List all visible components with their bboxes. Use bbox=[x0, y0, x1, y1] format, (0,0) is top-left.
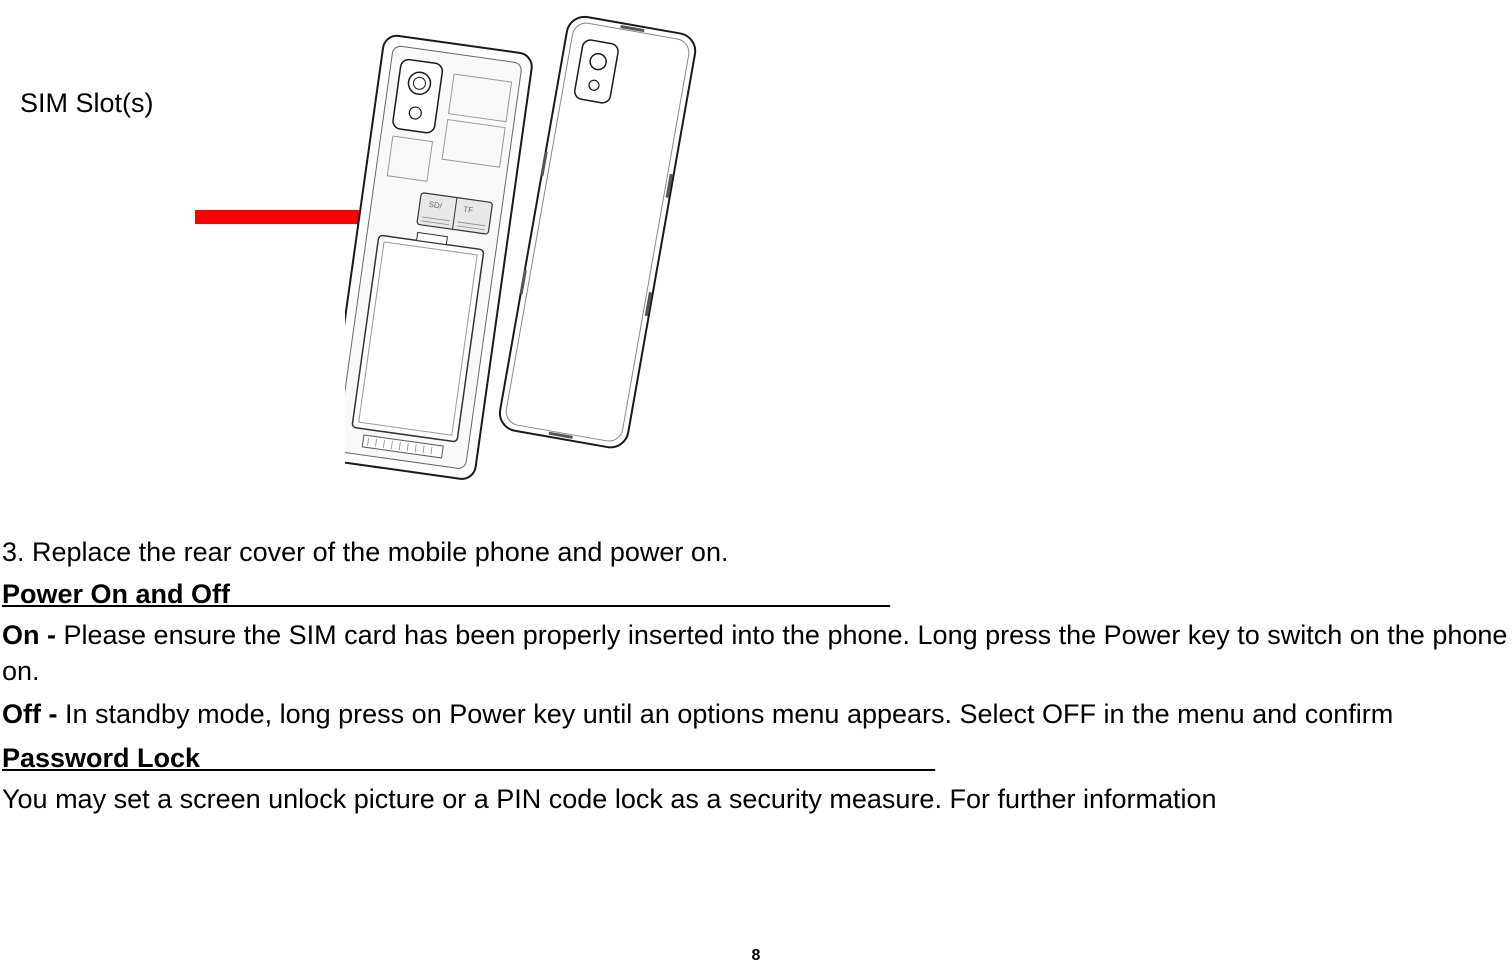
off-label: Off - bbox=[2, 699, 65, 729]
on-text: Please ensure the SIM card has been prop… bbox=[2, 620, 1507, 686]
content-block: 3. Replace the rear cover of the mobile … bbox=[0, 534, 1512, 823]
power-on-paragraph: On - Please ensure the SIM card has been… bbox=[2, 617, 1510, 690]
svg-text:TF: TF bbox=[463, 205, 474, 215]
page-number: 8 bbox=[0, 945, 1512, 967]
phone-diagram: SD/ TF bbox=[345, 4, 735, 484]
password-lock-text: You may set a screen unlock picture or a… bbox=[2, 781, 1510, 817]
off-text: In standby mode, long press on Power key… bbox=[65, 699, 1393, 729]
step-3-text: 3. Replace the rear cover of the mobile … bbox=[2, 534, 1510, 570]
power-off-paragraph: Off - In standby mode, long press on Pow… bbox=[2, 696, 1510, 732]
heading-password-lock: Password Lock bbox=[2, 740, 935, 776]
on-label: On - bbox=[2, 620, 64, 650]
sim-slot-label: SIM Slot(s) bbox=[20, 85, 154, 121]
heading-power-on-off: Power On and Off bbox=[2, 576, 890, 612]
